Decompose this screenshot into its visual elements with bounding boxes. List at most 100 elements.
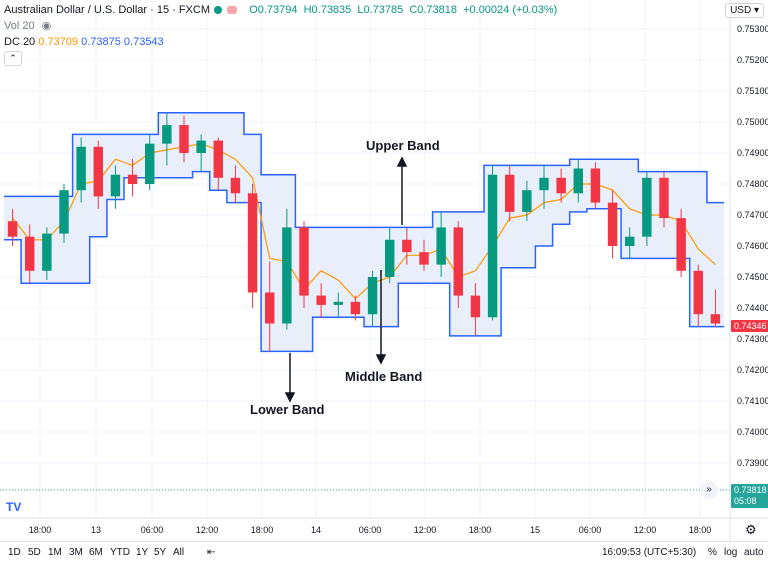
- candle-body: [179, 125, 189, 153]
- volume-legend[interactable]: Vol 20 ◉: [4, 19, 51, 33]
- market-open-dot-icon: [214, 6, 223, 15]
- candle-body: [453, 227, 463, 296]
- candle-body: [693, 270, 703, 315]
- time-tick-label: 18:00: [689, 525, 712, 535]
- symbol-name[interactable]: Australian Dollar / U.S. Dollar · 15 · F…: [4, 4, 210, 16]
- ask-price-value: 0.73818: [734, 485, 767, 495]
- candle-body: [265, 292, 275, 324]
- candle-body: [162, 125, 172, 144]
- range-5d[interactable]: 5D: [28, 547, 41, 558]
- candles: [7, 112, 721, 352]
- open-value: O0.73794: [249, 4, 298, 16]
- range-5y[interactable]: 5Y: [154, 547, 167, 558]
- range-6m[interactable]: 6M: [89, 547, 103, 558]
- countdown-value: 05:08: [734, 496, 757, 506]
- symbol-legend: Australian Dollar / U.S. Dollar · 15 · F…: [4, 3, 557, 17]
- clock[interactable]: 16:09:53 (UTC+5:30): [602, 547, 697, 558]
- range-1m[interactable]: 1M: [48, 547, 62, 558]
- price-tick-label: 0.75000: [737, 117, 768, 127]
- candle-body: [556, 177, 566, 194]
- percent-toggle[interactable]: %: [708, 547, 717, 558]
- time-tick-label: 13: [91, 525, 101, 535]
- price-tick-label: 0.75200: [737, 55, 768, 65]
- time-tick-label: 12:00: [634, 525, 657, 535]
- candle-body: [710, 314, 721, 324]
- time-tick-label: 06:00: [579, 525, 602, 535]
- time-tick-label: 12:00: [414, 525, 437, 535]
- candle-body: [282, 227, 292, 324]
- dc-middle-value: 0.73709: [38, 36, 79, 48]
- volume-label: Vol 20: [4, 20, 35, 32]
- candle-body: [25, 236, 35, 271]
- candle-body: [419, 252, 429, 265]
- candle-body: [316, 295, 326, 305]
- candle-body: [76, 146, 86, 191]
- price-tick-label: 0.75300: [737, 24, 768, 34]
- donchian-legend[interactable]: DC 20 0.73709 0.73875 0.73543: [4, 35, 164, 49]
- currency-selector[interactable]: USD ▾: [725, 3, 764, 18]
- candle-body: [299, 227, 309, 296]
- candle-body: [607, 202, 618, 246]
- candle-body: [333, 301, 343, 305]
- candle-body: [367, 277, 378, 315]
- candle-body: [539, 177, 549, 191]
- candle-body: [42, 233, 52, 271]
- auto-toggle[interactable]: auto: [744, 547, 764, 558]
- candle-body: [7, 221, 18, 237]
- change-value: +0.00024 (+0.03%): [463, 4, 558, 16]
- candle-body: [625, 236, 635, 246]
- candle-body: [385, 239, 395, 277]
- dc-lower-value: 0.73543: [123, 36, 164, 48]
- lower-band-label: Lower Band: [250, 402, 325, 417]
- close-value: C0.73818: [409, 4, 458, 16]
- candle-body: [522, 190, 532, 212]
- price-tick-label: 0.74700: [737, 210, 768, 220]
- candle-body: [196, 140, 206, 153]
- goto-date-icon[interactable]: ⇤: [207, 547, 216, 558]
- dc-upper-value: 0.73875: [81, 36, 121, 48]
- low-value: L0.73785: [357, 4, 404, 16]
- time-tick-label: 06:00: [359, 525, 382, 535]
- price-axis: 0.75300 0.75200 0.75100 0.75000 0.74900 0.748…: [737, 24, 768, 468]
- time-tick-label: 12:00: [196, 525, 219, 535]
- time-tick-label: 18:00: [251, 525, 274, 535]
- donchian-lower-line: [4, 170, 724, 353]
- candle-body: [213, 140, 223, 178]
- time-tick-label: 18:00: [29, 525, 52, 535]
- price-tick-label: 0.75100: [737, 86, 768, 96]
- chevron-up-icon[interactable]: ⌃: [4, 51, 22, 66]
- log-toggle[interactable]: log: [724, 547, 738, 558]
- range-all[interactable]: All: [173, 547, 185, 558]
- time-axis: 18:00 13 06:00 12:00 18:00 14 06:00 12:00 18:00 1…: [29, 525, 712, 535]
- candle-body: [247, 193, 258, 293]
- candle-body: [350, 301, 361, 315]
- dc-label: DC 20: [4, 36, 36, 48]
- candle-body: [59, 190, 69, 234]
- last-price-tag: 0.74346: [731, 320, 768, 332]
- candle-body: [93, 146, 103, 197]
- range-1d[interactable]: 1D: [8, 547, 21, 558]
- range-3m[interactable]: 3M: [69, 547, 83, 558]
- range-1y[interactable]: 1Y: [136, 547, 149, 558]
- time-tick-label: 06:00: [141, 525, 164, 535]
- price-tick-label: 0.74400: [737, 303, 768, 313]
- currency-label: USD: [730, 5, 752, 16]
- candle-body: [590, 168, 601, 203]
- price-tick-label: 0.74500: [737, 272, 768, 282]
- high-value: H0.73835: [303, 4, 352, 16]
- scroll-to-realtime-icon[interactable]: »: [700, 481, 718, 499]
- bottom-toolbar: 1D 5D 1M 3M 6M YTD 1Y 5Y All ⇤ 16:09:53 …: [0, 541, 768, 562]
- range-ytd[interactable]: YTD: [110, 547, 130, 558]
- price-tick-label: 0.74300: [737, 334, 768, 344]
- annotation-arrows: [284, 156, 408, 403]
- tradingview-logo-icon[interactable]: TV: [6, 500, 22, 514]
- candle-body: [659, 177, 669, 219]
- gear-icon[interactable]: ⚙: [745, 522, 757, 537]
- price-tick-label: 0.74100: [737, 396, 768, 406]
- candle-body: [505, 174, 515, 212]
- candle-body: [470, 295, 481, 318]
- eye-icon[interactable]: ◉: [41, 20, 52, 32]
- candle-body: [676, 218, 686, 271]
- price-tick-label: 0.74800: [737, 179, 768, 189]
